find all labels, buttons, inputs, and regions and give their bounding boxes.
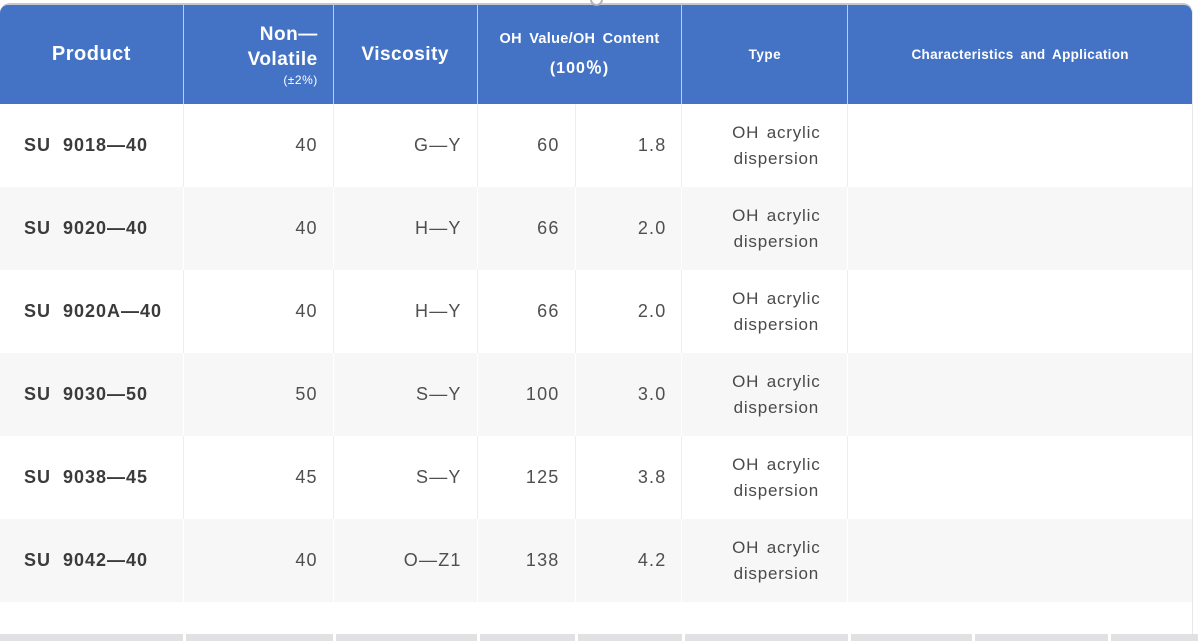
header-cell-product: Product	[0, 5, 183, 104]
cell-oh-value: 66	[476, 270, 575, 353]
table-row: SU 9018—40 40 G—Y 60 1.8 OH acrylic disp…	[0, 104, 1192, 187]
cell-type-text: OH acrylic dispersion	[732, 205, 821, 251]
table-header-row: Product Non— Volatile (±2%) Viscosity OH…	[0, 5, 1192, 104]
cell-type-text: OH acrylic dispersion	[732, 122, 821, 168]
next-table-segment	[848, 634, 972, 641]
cell-product: SU 9042—40	[24, 550, 149, 570]
next-table-top-sliver	[0, 634, 1198, 641]
cell-viscosity: H—Y	[332, 187, 477, 270]
cell-type: OH acrylic dispersion	[681, 436, 847, 519]
cell-type: OH acrylic dispersion	[681, 270, 847, 353]
cell-characteristics	[847, 270, 1192, 353]
next-table-segment	[682, 634, 848, 641]
header-type-label: Type	[748, 47, 782, 62]
cell-non-volatile: 40	[182, 270, 333, 353]
next-table-segment	[183, 634, 333, 641]
table-row: SU 9042—40 40 O—Z1 138 4.2 OH acrylic di…	[0, 519, 1192, 602]
next-table-segment	[575, 634, 682, 641]
cell-characteristics	[847, 353, 1192, 436]
table-row: SU 9020—40 40 H—Y 66 2.0 OH acrylic disp…	[0, 187, 1192, 270]
cell-viscosity: S—Y	[332, 436, 477, 519]
cell-characteristics	[847, 187, 1192, 270]
header-cell-viscosity: Viscosity	[332, 5, 477, 104]
cell-type-text: OH acrylic dispersion	[732, 371, 821, 417]
cell-type: OH acrylic dispersion	[681, 353, 847, 436]
cell-non-volatile: 45	[182, 436, 333, 519]
cell-characteristics	[847, 436, 1192, 519]
cell-product: SU 9030—50	[24, 384, 149, 404]
cell-oh-value: 125	[476, 436, 575, 519]
header-cell-oh-value: OH Value/OH Content (100％)	[476, 5, 682, 104]
cell-viscosity: G—Y	[332, 104, 477, 187]
header-non-volatile-line2: Volatile	[247, 49, 318, 70]
table-row: SU 9020A—40 40 H—Y 66 2.0 OH acrylic dis…	[0, 270, 1192, 353]
cell-type-text: OH acrylic dispersion	[732, 288, 821, 334]
next-table-segment	[0, 634, 183, 641]
cell-non-volatile: 40	[182, 519, 333, 602]
cell-oh-value: 138	[476, 519, 575, 602]
cell-characteristics	[847, 519, 1192, 602]
header-oh-line2: (100％)	[549, 60, 610, 77]
cell-type-text: OH acrylic dispersion	[732, 537, 821, 583]
header-cell-type: Type	[681, 5, 847, 104]
cell-type-text: OH acrylic dispersion	[732, 454, 821, 500]
cell-oh-content: 1.8	[574, 104, 682, 187]
next-table-segment	[1108, 634, 1198, 641]
cell-non-volatile: 40	[182, 104, 333, 187]
cell-characteristics	[847, 104, 1192, 187]
header-viscosity-label: Viscosity	[361, 43, 449, 65]
header-cell-characteristics: Characteristics and Application	[847, 5, 1192, 104]
header-non-volatile-line1: Non—	[259, 24, 318, 45]
header-characteristics-label: Characteristics and Application	[911, 47, 1129, 62]
header-non-volatile-tolerance: (±2%)	[283, 73, 318, 87]
cell-product: SU 9020A—40	[24, 301, 163, 321]
next-table-segment	[972, 634, 1108, 641]
next-table-segment	[477, 634, 575, 641]
cell-viscosity: S—Y	[332, 353, 477, 436]
cell-oh-value: 66	[476, 187, 575, 270]
header-product-label: Product	[51, 43, 131, 65]
product-table-card[interactable]: Product Non— Volatile (±2%) Viscosity OH…	[0, 3, 1193, 641]
cell-type: OH acrylic dispersion	[681, 519, 847, 602]
cell-oh-value: 100	[476, 353, 575, 436]
cell-oh-value: 60	[476, 104, 575, 187]
cell-type: OH acrylic dispersion	[681, 187, 847, 270]
cell-oh-content: 3.0	[574, 353, 682, 436]
cell-oh-content: 2.0	[574, 187, 682, 270]
cell-product: SU 9020—40	[24, 218, 149, 238]
header-oh-line1: OH Value/OH Content	[499, 31, 660, 47]
cell-type: OH acrylic dispersion	[681, 104, 847, 187]
cell-product: SU 9018—40	[24, 135, 149, 155]
cell-oh-content: 3.8	[574, 436, 682, 519]
cell-oh-content: 2.0	[574, 270, 682, 353]
cell-oh-content: 4.2	[574, 519, 682, 602]
cell-viscosity: O—Z1	[332, 519, 477, 602]
header-cell-non-volatile: Non— Volatile (±2%)	[182, 5, 333, 104]
cell-viscosity: H—Y	[332, 270, 477, 353]
cell-product: SU 9038—45	[24, 467, 149, 487]
cell-non-volatile: 50	[182, 353, 333, 436]
table-row: SU 9030—50 50 S—Y 100 3.0 OH acrylic dis…	[0, 353, 1192, 436]
cell-non-volatile: 40	[182, 187, 333, 270]
table-row: SU 9038—45 45 S—Y 125 3.8 OH acrylic dis…	[0, 436, 1192, 519]
next-table-segment	[333, 634, 477, 641]
